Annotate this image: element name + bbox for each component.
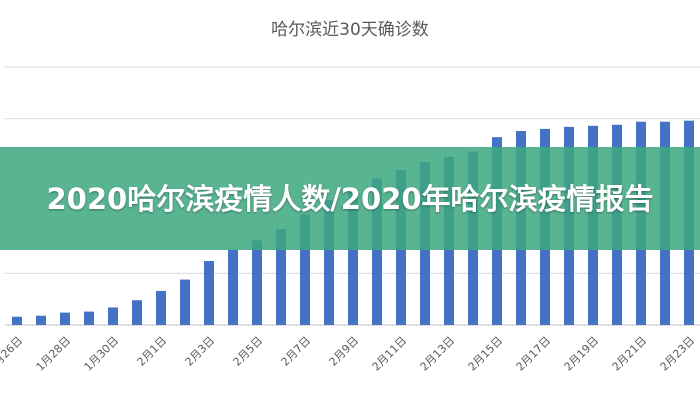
bar — [324, 200, 334, 325]
bar — [132, 300, 142, 325]
x-tick-label: 2月21日 — [610, 334, 650, 374]
x-tick-label: 2月13日 — [418, 334, 458, 374]
x-tick-label: 2月3日 — [183, 334, 218, 369]
x-tick-label: 2月15日 — [466, 334, 506, 374]
bar — [252, 240, 262, 325]
x-tick-label: 2月17日 — [514, 334, 554, 374]
bar — [204, 261, 214, 325]
overlay-title: 2020哈尔滨疫情人数/2020年哈尔滨疫情报告 — [46, 181, 654, 216]
bar — [300, 214, 310, 325]
bar — [60, 312, 70, 325]
x-tick-label: 1月28日 — [34, 334, 74, 374]
x-tick-label: 1月26日 — [0, 334, 25, 374]
overlay-banner: 2020哈尔滨疫情人数/2020年哈尔滨疫情报告 — [0, 147, 700, 250]
bar — [276, 229, 286, 325]
bar — [372, 178, 382, 325]
bar — [348, 189, 358, 325]
bar — [156, 290, 166, 325]
x-tick-label: 2月7日 — [279, 334, 314, 369]
bar — [36, 315, 46, 325]
bar — [84, 311, 94, 325]
bar — [228, 249, 238, 325]
x-tick-label: 2月5日 — [231, 334, 266, 369]
bar — [180, 279, 190, 325]
bar — [12, 316, 22, 325]
bar — [108, 307, 118, 325]
x-tick-label: 2月19日 — [562, 334, 602, 374]
x-tick-label: 2月11日 — [370, 334, 410, 374]
x-tick-label: 2月9日 — [327, 334, 362, 369]
x-tick-label: 1月30日 — [82, 334, 122, 374]
x-tick-label: 2月23日 — [658, 334, 698, 374]
x-tick-label: 2月1日 — [135, 334, 170, 369]
chart-title: 哈尔滨近30天确诊数 — [271, 20, 429, 40]
